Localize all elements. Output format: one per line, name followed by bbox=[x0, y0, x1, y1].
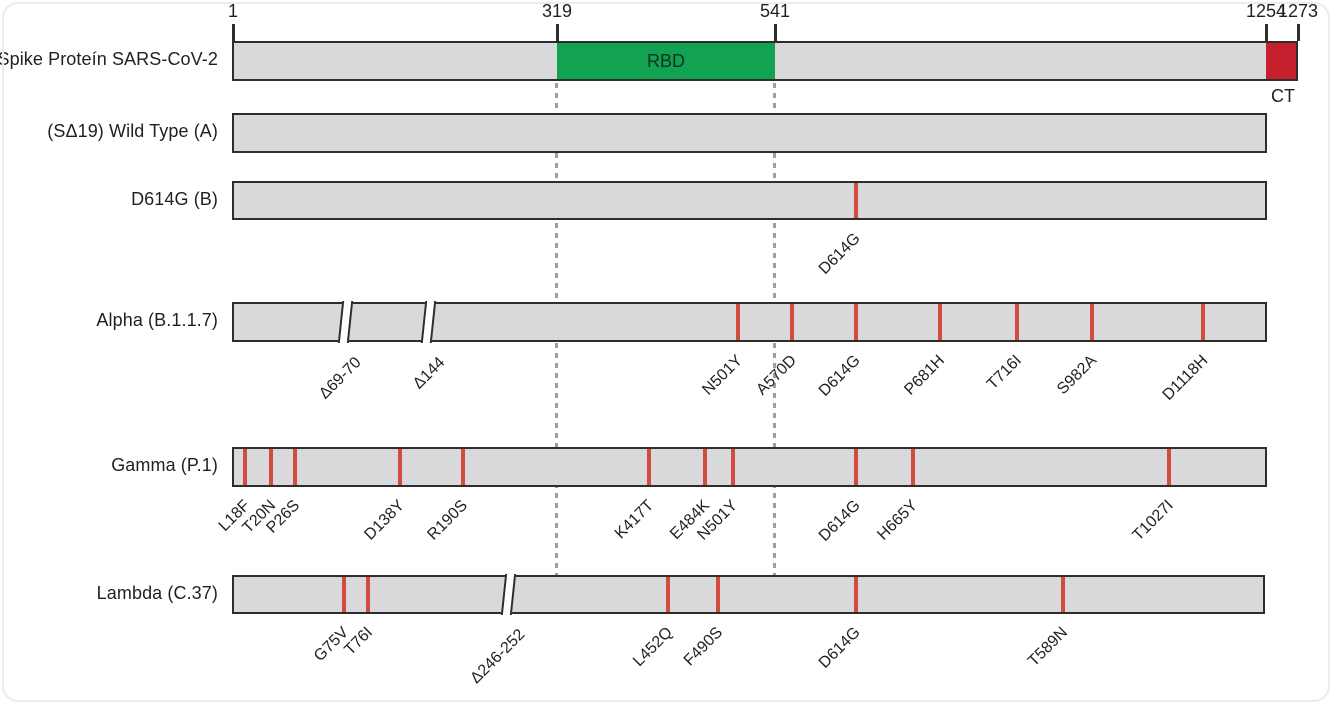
deletion-label: Δ69-70 bbox=[316, 354, 366, 403]
mutation-label: N501Y bbox=[699, 352, 747, 399]
mutation-tick bbox=[736, 304, 740, 340]
mutation-label: P681H bbox=[901, 352, 949, 399]
mutation-label: T76I bbox=[341, 624, 377, 659]
mutation-tick bbox=[854, 449, 858, 485]
variant-protein-bar bbox=[232, 302, 1267, 342]
mutation-label: D138Y bbox=[361, 497, 409, 544]
scale-tick-mark bbox=[774, 24, 777, 41]
mutation-label: D1118H bbox=[1159, 352, 1212, 404]
mutation-tick bbox=[461, 449, 465, 485]
mutation-tick bbox=[1167, 449, 1171, 485]
mutation-label: D614G bbox=[816, 230, 865, 278]
mutation-tick bbox=[731, 449, 735, 485]
variant-row-label: Alpha (B.1.1.7) bbox=[96, 310, 218, 330]
mutation-tick bbox=[790, 304, 794, 340]
mutation-label: L452Q bbox=[630, 624, 677, 670]
ct-region bbox=[1266, 43, 1296, 79]
mutation-label: F490S bbox=[680, 624, 727, 670]
scale-tick-number: 541 bbox=[759, 1, 791, 21]
mutation-label: D614G bbox=[816, 352, 865, 400]
mutation-tick bbox=[666, 577, 670, 612]
mutation-tick bbox=[854, 304, 858, 340]
mutation-tick bbox=[716, 577, 720, 612]
mutation-tick bbox=[342, 577, 346, 612]
mutation-label: T1027I bbox=[1129, 497, 1178, 545]
mutation-label: S982A bbox=[1054, 352, 1101, 398]
mutation-tick bbox=[269, 449, 273, 485]
variant-row-label: Lambda (C.37) bbox=[96, 582, 218, 603]
mutation-tick bbox=[854, 577, 858, 612]
reference-protein-bar: RBD bbox=[232, 41, 1298, 81]
mutation-tick bbox=[911, 449, 915, 485]
scale-tick-number: 1254 bbox=[1245, 1, 1287, 21]
mutation-label: K417T bbox=[611, 497, 658, 543]
scale-tick-number: 1273 bbox=[1277, 1, 1319, 21]
variant-row-label: D614G (B) bbox=[131, 188, 218, 209]
mutation-label: A570D bbox=[753, 352, 801, 399]
mutation-tick bbox=[293, 449, 297, 485]
variant-protein-bar bbox=[232, 447, 1267, 487]
mutation-tick bbox=[243, 449, 247, 485]
variant-protein-bar bbox=[232, 181, 1267, 220]
mutation-tick bbox=[938, 304, 942, 340]
mutation-label: D614G bbox=[816, 497, 865, 545]
mutation-tick bbox=[1201, 304, 1205, 340]
deletion-label: Δ144 bbox=[409, 354, 449, 393]
reference-row-label: Spike Proteín SARS-CoV-2 bbox=[0, 49, 218, 69]
mutation-tick bbox=[366, 577, 370, 612]
mutation-tick bbox=[398, 449, 402, 485]
mutation-label: T716I bbox=[984, 352, 1026, 393]
ct-region-label: CT bbox=[1271, 86, 1295, 106]
mutation-tick bbox=[1015, 304, 1019, 340]
mutation-label: T589N bbox=[1025, 624, 1072, 670]
rbd-region: RBD bbox=[557, 43, 775, 79]
deletion-label: Δ246-252 bbox=[466, 626, 529, 688]
mutation-tick bbox=[854, 183, 858, 218]
variant-protein-bar bbox=[232, 575, 1265, 614]
scale-tick-mark bbox=[232, 24, 235, 41]
mutation-label: R190S bbox=[424, 497, 472, 544]
variant-row-label: (SΔ19) Wild Type (A) bbox=[47, 121, 218, 141]
rbd-label: RBD bbox=[646, 50, 685, 71]
scale-tick-number: 1 bbox=[227, 1, 238, 21]
scale-tick-number: 319 bbox=[541, 1, 573, 21]
mutation-tick bbox=[1090, 304, 1094, 340]
scale-tick-mark bbox=[1265, 24, 1268, 41]
mutation-label: D614G bbox=[816, 624, 865, 672]
mutation-label: H665Y bbox=[874, 497, 922, 544]
mutation-tick bbox=[703, 449, 707, 485]
variant-row-label: Gamma (P.1) bbox=[111, 455, 218, 475]
mutation-tick bbox=[647, 449, 651, 485]
mutation-tick bbox=[1061, 577, 1065, 612]
variant-protein-bar bbox=[232, 113, 1267, 153]
scale-tick-mark bbox=[556, 24, 559, 41]
scale-tick-mark bbox=[1297, 24, 1300, 41]
